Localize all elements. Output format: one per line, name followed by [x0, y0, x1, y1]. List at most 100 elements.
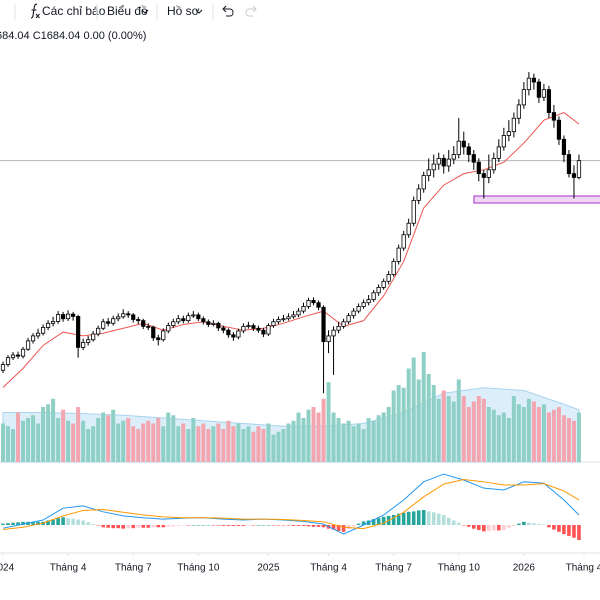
candle-body — [45, 322, 51, 328]
candle-body — [116, 316, 121, 320]
macd-hist-bar — [356, 523, 361, 525]
volume-bar — [281, 429, 286, 462]
candle-body — [96, 327, 101, 335]
volume-bar — [416, 379, 421, 462]
chart-menu-label[interactable]: Biểu đồ — [107, 4, 148, 18]
profile-menu-label[interactable]: Hồ sơ — [167, 4, 200, 18]
candle-body — [161, 330, 166, 341]
support-zone — [473, 195, 600, 204]
volume-bar — [101, 412, 106, 462]
candle-body — [111, 318, 116, 324]
macd-hist-bar — [266, 525, 271, 526]
macd-hist-bar — [176, 525, 181, 526]
candle-body — [526, 77, 531, 91]
volume-bar — [446, 396, 451, 462]
candle-body — [521, 89, 526, 106]
macd-hist-bar — [221, 525, 226, 526]
volume-bar — [1, 423, 6, 462]
volume-bar — [51, 398, 56, 462]
macd-hist-bar — [527, 522, 531, 525]
candle-body — [101, 321, 106, 329]
volume-bar — [466, 407, 471, 462]
volume-bar — [41, 407, 46, 462]
candle-body — [446, 158, 451, 167]
volume-bar — [396, 385, 401, 462]
candle-body — [306, 299, 311, 307]
candle-body — [426, 169, 431, 176]
candle-body — [166, 325, 171, 332]
candle-body — [351, 310, 356, 317]
candle-body — [186, 315, 191, 322]
candle-body — [246, 325, 251, 328]
macd-hist-bar — [572, 525, 576, 538]
volume-bar — [501, 412, 506, 462]
chart-menu[interactable]: Biểu đồ — [107, 4, 149, 18]
macd-hist-bar — [476, 525, 481, 530]
candle-body — [5, 357, 11, 365]
volume-bar — [291, 420, 296, 462]
volume-bar — [526, 398, 531, 462]
volume-bar — [121, 420, 126, 462]
macd-hist-bar — [71, 518, 75, 525]
macd-hist-bar — [522, 521, 526, 525]
macd-hist-bar — [16, 522, 20, 525]
macd-hist-bar — [251, 525, 256, 526]
candle-body — [121, 313, 126, 318]
volume-bar — [191, 418, 196, 462]
volume-bar — [236, 423, 241, 462]
volume-bar — [411, 357, 416, 462]
indicators-label[interactable]: Các chỉ báo — [42, 4, 106, 18]
volume-bar — [131, 426, 136, 462]
candle-body — [496, 146, 501, 159]
candle-body — [296, 310, 301, 316]
macd-hist-bar — [211, 525, 216, 526]
macd-hist-bar — [316, 525, 321, 527]
candle-body — [416, 188, 421, 201]
volume-bar — [286, 423, 291, 462]
volume-bar — [231, 426, 236, 462]
macd-hist-bar — [201, 525, 206, 526]
candle-body — [471, 154, 476, 163]
candle-body — [236, 330, 241, 338]
candle-body — [576, 160, 582, 178]
candle-body — [316, 302, 321, 308]
undo-button[interactable] — [222, 5, 234, 17]
macd-hist-bar — [96, 525, 100, 526]
volume-bar — [211, 426, 216, 462]
indicators-button[interactable]: Các chỉ báo — [30, 3, 106, 19]
macd-hist-bar — [517, 523, 521, 525]
macd-hist-bar — [507, 525, 511, 528]
candle-body — [66, 313, 71, 320]
macd-hist-bar — [136, 525, 141, 528]
candle-body — [61, 314, 66, 320]
candle-body — [40, 327, 46, 334]
candle-body — [206, 321, 211, 325]
candle-body — [366, 299, 371, 304]
volume-bar — [381, 412, 386, 462]
candle-body — [141, 320, 146, 327]
volume-bar — [566, 418, 571, 462]
volume-bar — [166, 412, 171, 462]
volume-bar — [556, 407, 561, 462]
candle-body — [276, 319, 281, 323]
volume-bar — [26, 418, 31, 462]
volume-bar — [91, 426, 96, 462]
macd-hist-bar — [542, 524, 546, 526]
volume-bar — [576, 412, 581, 462]
macd-hist-bar — [101, 525, 105, 528]
candle-body — [421, 175, 426, 190]
redo-button[interactable] — [245, 5, 257, 17]
volume-bar — [511, 396, 516, 462]
volume-bar — [351, 426, 356, 462]
volume-bar — [161, 426, 166, 462]
volume-bar — [391, 390, 396, 462]
volume-bar — [406, 368, 411, 462]
volume-bar — [116, 423, 121, 462]
volume-bar — [156, 418, 161, 462]
profile-menu[interactable]: Hồ sơ — [167, 4, 203, 18]
candle-body — [546, 89, 552, 113]
macd-hist-bar — [512, 525, 516, 526]
candle-body — [291, 314, 296, 318]
